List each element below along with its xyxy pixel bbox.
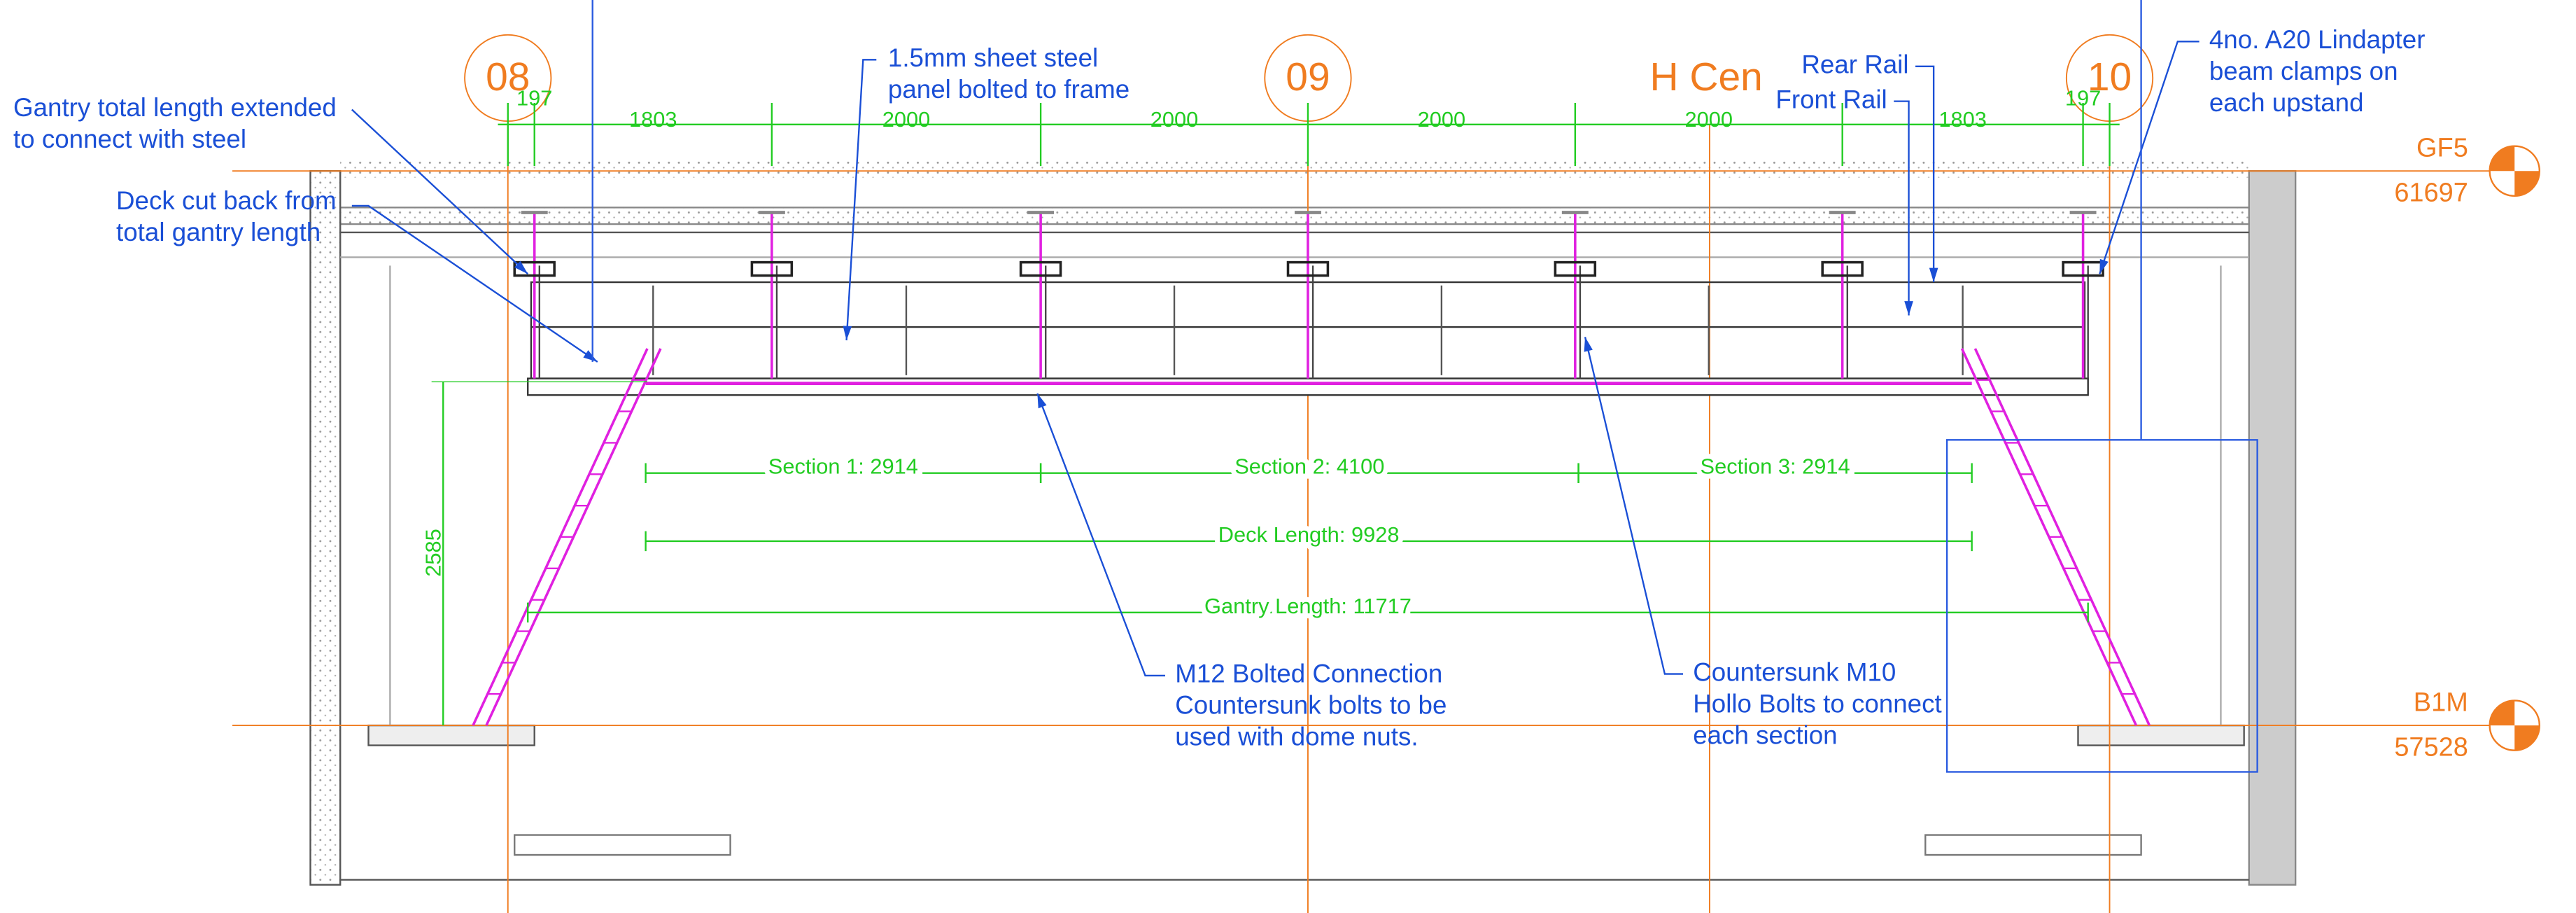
dimension-label: 2000 — [882, 107, 931, 132]
leader-arrow — [1904, 301, 1913, 315]
annotation-text: M12 Bolted Connection — [1175, 660, 1442, 688]
dimension-label: 197 — [516, 85, 552, 110]
annotation-text: 4no. A20 Lindapter — [2209, 25, 2426, 54]
leader-line — [847, 60, 877, 340]
annotation-text: each upstand — [2209, 88, 2364, 117]
leader-arrow — [583, 350, 597, 362]
dimension-label: Section 3: 2914 — [1701, 454, 1850, 479]
annotation-text: 1.5mm sheet steel — [888, 43, 1098, 72]
dimension-label: Gantry Length: 11717 — [1204, 594, 1412, 618]
dimension-label: Deck Length: 9928 — [1218, 522, 1400, 547]
annotation-text: total gantry length — [116, 218, 321, 246]
annotation-text: to connect with steel — [13, 125, 246, 153]
annotation-text: Rear Rail — [1801, 50, 1908, 79]
annotation-text: Gantry total length extended — [13, 93, 337, 122]
dimension-label: 1803 — [1938, 107, 1987, 132]
annotation-text: beam clamps on — [2209, 57, 2398, 85]
leader-arrow — [1929, 268, 1938, 282]
dimension-label: Section 2: 4100 — [1234, 454, 1384, 479]
level-name: GF5 — [2416, 133, 2468, 162]
leader-arrow — [1584, 337, 1593, 351]
level-name: B1M — [2414, 688, 2468, 717]
dimension-label: Section 1: 2914 — [768, 454, 918, 479]
section-drawing: 0809H Cen10GF561697B1M57528 197180320002… — [0, 0, 2576, 913]
annotation-text: Countersunk M10 — [1693, 657, 1896, 686]
grid-label: H Cen — [1650, 55, 1763, 99]
annotation-text: each section — [1693, 720, 1837, 749]
dimension-label: 2000 — [1418, 107, 1466, 132]
annotation-text: panel bolted to frame — [888, 75, 1129, 104]
dimension-label: 2000 — [1150, 107, 1199, 132]
leader-line — [352, 109, 528, 274]
dimension-label: 197 — [2065, 85, 2101, 110]
dimension-label: 2000 — [1684, 107, 1733, 132]
annotation-text: used with dome nuts. — [1175, 723, 1418, 751]
annotation-text: Hollo Bolts to connect — [1693, 689, 1942, 718]
dimension-label: 1803 — [629, 107, 677, 132]
leader-line — [352, 206, 598, 362]
leader-line — [1037, 393, 1165, 676]
dimension-label: 2585 — [421, 529, 446, 577]
grid-label: 09 — [1286, 55, 1330, 99]
level-elevation: 61697 — [2394, 178, 2468, 207]
deck — [528, 379, 2088, 396]
annotation-text: Deck cut back from — [116, 186, 337, 215]
annotation-text: Countersunk bolts to be — [1175, 691, 1447, 720]
level-elevation: 57528 — [2394, 732, 2468, 762]
annotation-text: Front Rail — [1775, 85, 1887, 113]
